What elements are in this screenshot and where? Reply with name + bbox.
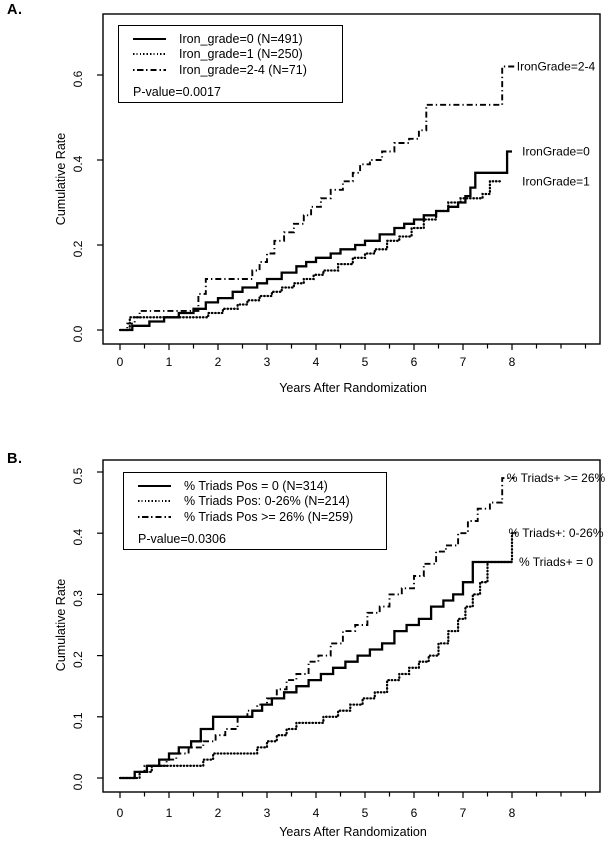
legend-label-triads-0-26: % Triads Pos: 0-26% (N=214) [184,494,350,509]
panel-b-plot: 0 1 2 3 4 5 6 7 8 0.0 0.1 0.2 0.3 0.4 0.5 % Triads+ = 0… [71,459,606,820]
y-tick-label: 0.3 [71,590,85,607]
x-axis-title-b: Years After Randomization [279,825,427,839]
iron-grade-2-4-curve [120,65,515,331]
x-tick-label: 7 [460,355,467,369]
dotted-line-sample-icon [133,53,166,56]
panel-a-legend-box: Iron_grade=0 (N=491) Iron_grade=1 (N=250… [118,25,343,103]
legend-label-iron-grade-1: Iron_grade=1 (N=250) [179,47,303,62]
dotted-line-sample-icon [138,500,171,503]
y-tick-label: 0.0 [71,325,85,342]
x-tick-label: 3 [264,806,271,820]
x-axis-title-a: Years After Randomization [279,381,427,395]
y-tick-label: 0.4 [71,529,85,546]
triads-pos-0-curve [120,560,512,780]
y-axis-title-b: Cumulative Rate [54,578,68,672]
solid-line-sample-icon [133,37,166,40]
x-tick-label: 5 [362,806,369,820]
iron-grade-1-curve [118,180,501,332]
panel-b: B. 0 1 2 3 4 5 6 7 8 0.0 0.1 0.2 0.3 0.4 0.5 % Triads+ … [0,425,610,844]
legend-row: % Triads Pos >= 26% (N=259) [138,509,386,525]
x-tick-label: 8 [509,806,516,820]
y-tick-label: 0.5 [71,467,85,484]
panel-a-letter: A. [7,2,23,18]
panel-b-legend-box: % Triads Pos = 0 (N=314) % Triads Pos: 0… [123,472,387,550]
p-value-label-a: P-value=0.0017 [133,84,221,99]
x-tick-label: 6 [411,806,418,820]
legend-row: % Triads Pos: 0-26% (N=214) [138,494,386,510]
dashdot-line-sample-icon [138,515,171,518]
triads-pos-0-26-curve [118,532,517,780]
x-tick-label: 1 [166,355,173,369]
legend-row: Iron_grade=1 (N=250) [133,47,342,63]
iron-grade-2-4-annotation: IronGrade=2-4 [517,60,596,74]
plot-box [102,13,601,345]
x-tick-label: 4 [313,355,320,369]
legend-label-iron-grade-2-4: Iron_grade=2-4 (N=71) [179,62,307,77]
triads-pos-0-annotation: % Triads+ = 0 [519,555,593,569]
legend-row: Iron_grade=0 (N=491) [133,31,342,47]
legend-label-triads-ge-26: % Triads Pos >= 26% (N=259) [184,509,354,524]
triads-pos-0-26-annotation: % Triads+: 0-26% [508,526,603,540]
plot-box [102,459,601,793]
x-tick-label: 6 [411,355,418,369]
legend-label-iron-grade-0: Iron_grade=0 (N=491) [179,31,303,46]
y-tick-label: 0.0 [71,773,85,790]
panel-a: A. 0 1 2 3 4 5 6 7 8 0.0 0.2 0.4 0.6 IronGrade=0 IronG… [7,2,601,395]
y-tick-label: 0.6 [71,70,85,87]
iron-grade-0-curve [120,150,512,332]
x-tick-label: 2 [215,806,222,820]
p-value-label-b: P-value=0.0306 [138,531,226,546]
legend-row: % Triads Pos = 0 (N=314) [138,478,386,494]
triads-pos-ge-26-annotation: % Triads+ >= 26% [507,471,606,485]
x-tick-label: 7 [460,806,467,820]
legend-row: Iron_grade=2-4 (N=71) [133,62,342,78]
y-tick-label: 0.2 [71,651,85,668]
y-tick-label: 0.4 [71,155,85,172]
x-tick-label: 0 [117,806,124,820]
panel-b-letter: B. [7,451,23,467]
x-tick-label: 8 [509,355,516,369]
x-tick-label: 2 [215,355,222,369]
y-tick-label: 0.2 [71,240,85,257]
x-tick-label: 4 [313,806,320,820]
y-axis-title-a: Cumulative Rate [54,132,68,226]
x-tick-label: 0 [117,355,124,369]
legend-label-triads-0: % Triads Pos = 0 (N=314) [184,478,328,493]
x-tick-label: 1 [166,806,173,820]
x-tick-label: 3 [264,355,271,369]
iron-grade-1-annotation: IronGrade=1 [522,174,590,188]
dashdot-line-sample-icon [133,68,166,71]
panel-a-plot: 0 1 2 3 4 5 6 7 8 0.0 0.2 0.4 0.6 IronGrade=0 IronGrad… [71,13,601,369]
x-tick-label: 5 [362,355,369,369]
solid-line-sample-icon [138,484,171,487]
iron-grade-0-annotation: IronGrade=0 [522,145,590,159]
y-tick-label: 0.1 [71,712,85,729]
